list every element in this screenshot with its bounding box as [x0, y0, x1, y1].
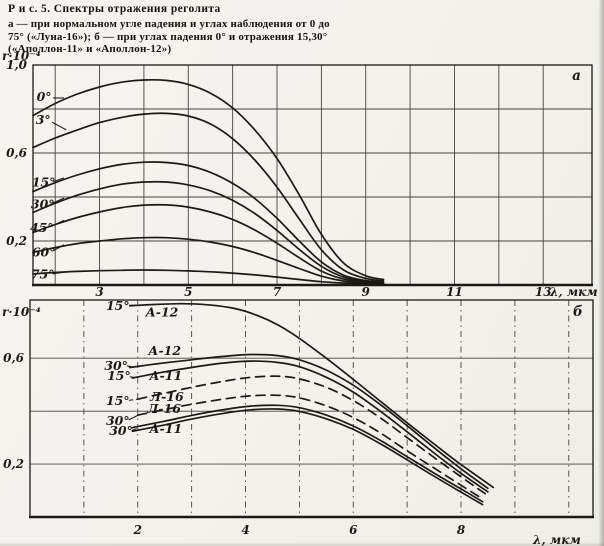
y-tick-label: 0,2 — [6, 234, 27, 248]
x-tick-label: 13 — [535, 285, 552, 298]
x-tick-label: 3 — [95, 285, 103, 298]
x-tick-label: 7 — [273, 285, 282, 298]
curve-label: 0° — [37, 89, 52, 104]
series-a11-15 — [131, 360, 489, 493]
curve-label: Л-16 — [149, 389, 184, 404]
figure-caption: Р и с. 5. Спектры отражения реголита а —… — [8, 3, 458, 56]
curve-label-leader — [129, 376, 136, 379]
series-a12-15 — [128, 302, 495, 489]
curve-label: А-12 — [147, 343, 181, 358]
curve-label: А-11 — [148, 421, 182, 436]
figure-caption-line-2: а — при нормальном угле падения и углах … — [8, 18, 330, 30]
series-a12-30 — [128, 353, 489, 490]
curve-label: 75° — [31, 267, 55, 282]
x-tick-label: 8 — [457, 523, 466, 537]
curve-label: 30° — [104, 358, 128, 373]
scan-edge-shadow — [598, 0, 604, 546]
series-angle-60 — [32, 236, 385, 285]
x-tick-label: 9 — [362, 285, 371, 298]
curve-label: 15° — [107, 368, 131, 383]
curve-label: 30° — [106, 413, 130, 428]
chart-a-reflection-spectra-luna16: 3 5 7 9 11 13 1,0 0,6 0,2 r·10⁻⁴ λ, мкм а 0° 3° 15° 30°… — [2, 49, 598, 298]
x-tick-label: 5 — [184, 285, 192, 298]
series-angle-3 — [32, 112, 385, 282]
curve-label: Л-16 — [146, 401, 181, 416]
series-angle-75 — [32, 269, 385, 285]
series-angle-45 — [32, 203, 385, 284]
plot-frame — [29, 299, 594, 518]
curve-label-leader — [53, 244, 65, 252]
curve-label: 15° — [106, 393, 130, 408]
figure-caption-line-4: («Аполлон-11» и «Аполлон-12») — [8, 43, 172, 55]
series-l16-15 — [136, 375, 487, 495]
figure-caption-title: Р и с. 5. Спектры отражения реголита — [8, 3, 221, 15]
y-tick-label: 1,0 — [6, 58, 28, 72]
series-angle-0 — [32, 78, 385, 281]
curve-label-leader — [52, 271, 69, 275]
y-axis-title: r·10⁻⁴ — [2, 305, 41, 319]
curve-label-leader — [126, 365, 133, 368]
curve-label-leader — [51, 219, 65, 227]
x-tick-label: 4 — [241, 523, 249, 537]
curve-label: 45° — [30, 220, 54, 235]
series-angle-15 — [32, 161, 385, 283]
curve-label: 30° — [109, 423, 133, 438]
y-tick-label: 0,6 — [6, 146, 28, 160]
curve-label-leader — [129, 398, 141, 401]
curve-label: 3° — [36, 112, 51, 127]
figure-caption-line-3: 75° («Луна-16»); б — при углах падения 0… — [8, 30, 328, 43]
plot-frame — [32, 64, 593, 286]
curve-label-leader — [128, 414, 140, 421]
x-axis-title: λ, мкм — [532, 533, 581, 546]
x-tick-label: 11 — [446, 285, 463, 298]
curve-label: 30° — [31, 197, 55, 212]
y-tick-label: 0,2 — [3, 457, 24, 471]
curve-label: А-11 — [148, 368, 182, 383]
curve-label: 15° — [32, 175, 56, 190]
x-tick-label: 2 — [133, 523, 142, 537]
series-a11-30-b — [131, 408, 484, 506]
y-tick-label: 0,6 — [3, 351, 25, 365]
x-tick-label: 6 — [349, 523, 358, 537]
panel-label: б — [573, 304, 583, 320]
curve-label-leader — [51, 121, 67, 131]
curve-label: 15° — [106, 298, 130, 313]
curve-label: А-12 — [145, 305, 179, 320]
scan-bottom-shadow — [0, 542, 604, 546]
x-axis-title: λ, мкм — [549, 285, 598, 298]
curve-label-leader — [131, 428, 137, 431]
y-axis-title: r·10⁻⁴ — [2, 49, 41, 63]
series-a11-30 — [131, 404, 484, 503]
curve-label: 60° — [32, 244, 56, 259]
panel-label: а — [572, 68, 581, 84]
curve-label-leader — [52, 197, 65, 204]
series-angle-30 — [32, 180, 385, 284]
curve-label-leader — [53, 177, 65, 183]
